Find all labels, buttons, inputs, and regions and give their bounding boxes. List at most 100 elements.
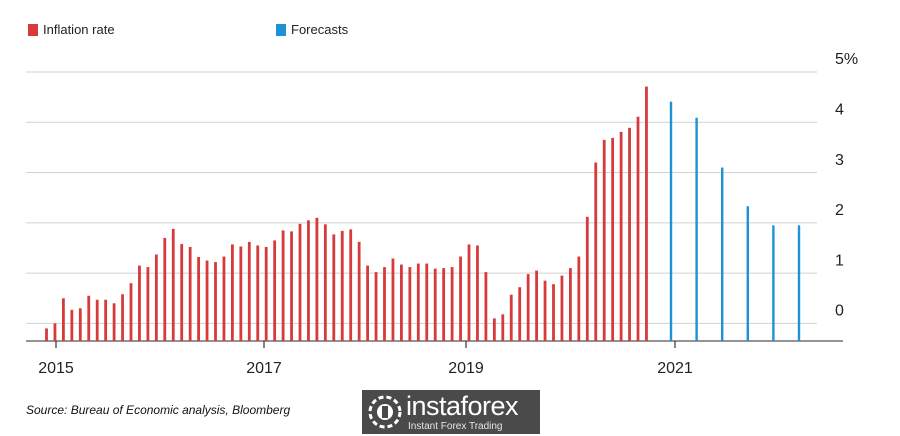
bar-inflation-rate: [154, 254, 158, 341]
bar-inflation-rate: [357, 241, 361, 341]
bar-inflation-rate: [95, 299, 99, 341]
bar-inflation-rate: [585, 216, 589, 341]
bar-inflation-rate: [349, 229, 353, 341]
bar-inflation-rate: [45, 328, 48, 341]
legend-label-inflation: Inflation rate: [43, 22, 115, 37]
bar-inflation-rate: [645, 86, 648, 342]
bar-inflation-rate: [433, 268, 437, 341]
bar-inflation-rate: [281, 230, 285, 341]
bar-inflation-rate: [425, 263, 429, 341]
bar-inflation-rate: [70, 309, 74, 341]
bar-inflation-rate: [180, 243, 184, 341]
bar-inflation-rate: [163, 237, 167, 341]
bar-inflation-rate: [552, 284, 555, 341]
legend-swatch-inflation: [28, 23, 38, 36]
bar-inflation-rate: [535, 270, 538, 341]
bar-inflation-rate: [273, 240, 277, 341]
bar-inflation-rate: [636, 116, 640, 341]
x-tick-label: 2021: [657, 360, 693, 377]
legend-forecasts: Forecasts: [276, 22, 348, 37]
bar-inflation-rate: [205, 260, 209, 341]
bar-inflation-rate: [526, 274, 530, 341]
logo-tagline: Instant Forex Trading: [408, 420, 503, 432]
legend-inflation-rate: Inflation rate: [28, 22, 115, 37]
bar-inflation-rate: [476, 245, 479, 341]
bar-inflation-rate: [298, 223, 302, 341]
bar-forecast: [797, 225, 801, 341]
bar-inflation-rate: [197, 257, 200, 341]
bar-inflation-rate: [231, 244, 234, 341]
bar-forecast: [721, 167, 724, 341]
bar-inflation-rate: [171, 228, 175, 341]
bar-inflation-rate: [340, 230, 344, 341]
bar-inflation-rate: [121, 294, 124, 341]
bar-inflation-rate: [374, 272, 378, 341]
bar-inflation-rate: [256, 245, 260, 341]
bar-inflation-rate: [129, 283, 133, 341]
bar-inflation-rate: [383, 267, 386, 341]
bar-inflation-rate: [315, 217, 319, 341]
bar-inflation-rate: [53, 323, 57, 341]
bar-inflation-rate: [323, 224, 327, 341]
y-tick-label: 4: [835, 101, 844, 118]
y-tick-label: 5%: [835, 51, 858, 68]
x-tick-label: 2015: [38, 360, 74, 377]
bar-inflation-rate: [492, 318, 496, 341]
chart-plot-area: 5% 4 3 2 1 0 2015 2017 2019 2021: [26, 51, 858, 377]
bar-inflation-rate: [484, 272, 488, 341]
bar-inflation-rate: [87, 295, 91, 341]
instaforex-logo: instaforex Instant Forex Trading: [362, 390, 540, 434]
bar-inflation-rate: [501, 314, 505, 341]
y-tick-label: 3: [835, 152, 844, 169]
bar-inflation-rate: [188, 246, 192, 341]
logo-wordmark: instaforex: [406, 390, 519, 421]
bar-inflation-rate: [366, 265, 369, 341]
bar-inflation-rate: [146, 267, 150, 341]
bar-inflation-rate: [450, 267, 454, 341]
bar-inflation-rate: [247, 241, 251, 341]
bar-inflation-rate: [560, 275, 564, 341]
instaforex-mark-icon: [368, 395, 402, 429]
legend-swatch-forecasts: [276, 23, 286, 36]
x-tick-label: 2019: [448, 360, 484, 377]
bar-inflation-rate: [112, 303, 116, 341]
legend-label-forecasts: Forecasts: [291, 22, 349, 37]
bar-inflation-rate: [619, 131, 623, 341]
bar-inflation-rate: [602, 139, 606, 341]
bar-inflation-rate: [442, 268, 446, 341]
y-tick-label: 0: [835, 303, 844, 320]
bar-inflation-rate: [594, 162, 598, 341]
source-note: Source: Bureau of Economic analysis, Blo…: [26, 403, 291, 417]
bar-forecast: [669, 101, 673, 341]
bar-inflation-rate: [543, 280, 547, 341]
bar-inflation-rate: [138, 265, 141, 341]
bar-inflation-rate: [214, 262, 217, 341]
bar-inflation-rate: [239, 246, 243, 341]
bar-inflation-rate: [569, 268, 572, 341]
bar-forecast: [772, 225, 775, 341]
y-tick-label: 1: [835, 252, 844, 269]
x-tick-label: 2017: [246, 360, 282, 377]
bar-inflation-rate: [104, 299, 108, 341]
bar-inflation-rate: [459, 256, 462, 341]
bar-inflation-rate: [416, 263, 420, 341]
bar-inflation-rate: [611, 137, 615, 341]
bar-inflation-rate: [332, 234, 336, 341]
y-tick-label: 2: [835, 202, 844, 219]
bar-inflation-rate: [264, 246, 268, 341]
bar-forecast: [746, 206, 749, 341]
bar-forecast: [695, 117, 698, 341]
bar-inflation-rate: [290, 231, 293, 341]
bar-inflation-rate: [628, 127, 631, 341]
bar-inflation-rate: [408, 267, 412, 341]
bar-inflation-rate: [78, 308, 82, 341]
bar-inflation-rate: [62, 298, 65, 341]
bar-inflation-rate: [518, 287, 522, 341]
bar-inflation-rate: [391, 258, 395, 341]
bar-inflation-rate: [400, 264, 403, 341]
bar-inflation-rate: [222, 256, 226, 341]
bar-inflation-rate: [509, 294, 513, 341]
bar-inflation-rate: [577, 256, 581, 341]
bar-inflation-rate: [307, 220, 310, 341]
